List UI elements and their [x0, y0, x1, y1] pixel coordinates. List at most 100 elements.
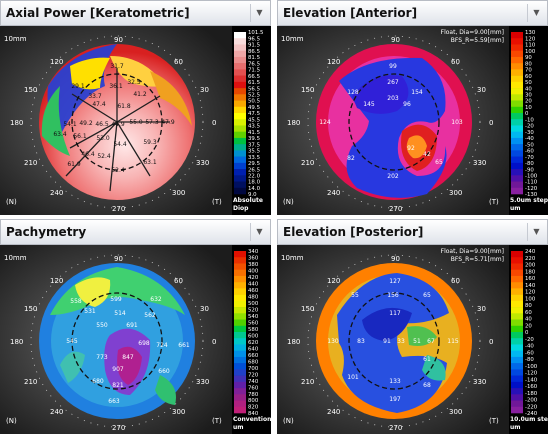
angle-label: 120	[50, 58, 63, 66]
scale-tick-label: 840	[248, 411, 259, 417]
map-value: 61.9	[67, 161, 81, 168]
scale-tick-label: 76.5	[248, 61, 260, 67]
scale-tick-label: 100	[525, 296, 536, 302]
color-swatch	[234, 144, 246, 151]
color-swatch	[511, 144, 523, 151]
scale-tick-label: 540	[248, 314, 259, 320]
color-swatch	[511, 388, 523, 395]
color-swatch	[234, 113, 246, 120]
color-swatch	[511, 44, 523, 51]
color-swatch	[234, 94, 246, 101]
scale-tick-label: 96.5	[248, 36, 260, 42]
map-value: 54.4	[113, 141, 127, 148]
panel-title-bar[interactable]: Pachymetry ▼	[0, 219, 271, 245]
corner-right-label: (T)	[212, 417, 222, 425]
angle-label: 240	[327, 408, 340, 416]
chevron-down-icon[interactable]: ▼	[250, 4, 268, 22]
map-value: 33	[397, 338, 405, 345]
scale-tick-label: 101.5	[248, 30, 263, 36]
color-swatch	[234, 394, 246, 401]
scale-tick-label: 60	[525, 74, 532, 80]
angle-label: 0	[212, 338, 216, 346]
panel-title-bar[interactable]: Axial Power [Keratometric] ▼	[0, 0, 271, 26]
scale-tick-label: 50.5	[248, 99, 260, 105]
color-swatch	[234, 56, 246, 64]
scale-tick-label: 460	[248, 288, 259, 294]
scale-tick-label: 580	[248, 327, 259, 333]
map-value: 907	[112, 366, 124, 373]
map-value: 56.1	[73, 133, 87, 140]
color-swatch	[234, 81, 246, 89]
scale-tick-label: -100	[525, 364, 538, 370]
scale-tick-label: -120	[525, 186, 538, 192]
color-swatch	[234, 369, 246, 376]
topography-view[interactable]: 10mm 90 60 30 0 330 300 270 240 210 180 …	[0, 245, 271, 434]
map-value: 558	[70, 298, 82, 305]
scale-tick-label: 740	[248, 379, 259, 385]
angle-label: 90	[391, 255, 400, 263]
map-value: 54.1	[63, 121, 77, 128]
topography-view[interactable]: 10mm 90 60 30 0 330 300 270 240 210 180 …	[0, 26, 271, 215]
map-value: 61	[423, 356, 431, 363]
angle-label: 210	[24, 378, 37, 386]
color-swatch	[511, 156, 523, 164]
map-value: 773	[96, 354, 108, 361]
scale-unit-label: 10.0um step	[510, 416, 548, 423]
color-swatch	[234, 106, 246, 114]
corner-right-label: (T)	[212, 198, 222, 206]
scale-tick-label: 41.5	[248, 130, 260, 136]
scale-tick-label: 91.5	[248, 43, 260, 49]
map-values: 99 267 128 203 154 145 96 124 103 82 92 42 65 202	[319, 63, 463, 180]
panel-title-bar[interactable]: Elevation [Posterior] ▼	[277, 219, 548, 245]
scale-tick-label: -20	[525, 124, 534, 130]
scale-tick-label: 180	[525, 269, 536, 275]
map-value: 154	[411, 89, 423, 96]
color-swatch	[511, 125, 523, 132]
scale-tick-label: 81.5	[248, 55, 260, 61]
scale-tick-label: 820	[248, 405, 259, 411]
map-value: 680	[92, 378, 104, 385]
scale-tick-label: 120	[525, 290, 536, 296]
map-value: 83	[357, 338, 365, 345]
color-swatch	[234, 38, 246, 45]
map-value: 51	[413, 338, 421, 345]
scale-tick-label: 61.5	[248, 80, 260, 86]
scale-tick-label: -80	[525, 161, 534, 167]
scale-tick-label: 480	[248, 295, 259, 301]
chevron-down-icon[interactable]: ▼	[250, 223, 268, 241]
scale-tick-label: -100	[525, 174, 538, 180]
color-swatch	[234, 269, 246, 277]
color-swatch	[511, 363, 523, 370]
angle-label: 0	[489, 119, 493, 127]
scale-tick-label: 780	[248, 392, 259, 398]
map-values: 558 599 632 531 514 562 550 691 545 698 724 661 773 8…	[66, 296, 190, 405]
color-swatch	[234, 63, 246, 70]
map-value: 128	[347, 89, 359, 96]
scale-tick-label: 29.5	[248, 161, 260, 167]
topography-view[interactable]: 10mm Float, Dia=9.00[mm] BFS_R=5.59[mm] …	[277, 26, 548, 215]
scale-tick-label: 39.5	[248, 136, 260, 142]
topography-view[interactable]: 10mm Float, Dia=9.00[mm] BFS_R=5.71[mm] …	[277, 245, 548, 434]
panel-title: Pachymetry	[6, 225, 87, 239]
color-swatch	[234, 375, 246, 383]
scale-tick-label: -40	[525, 136, 534, 142]
corner-left-label: (N)	[6, 198, 17, 206]
map-value: 63.1	[143, 159, 157, 166]
color-swatch	[234, 325, 246, 333]
map-value: 514	[114, 310, 126, 317]
color-swatch	[234, 44, 246, 51]
ring-ticks	[30, 35, 204, 209]
color-swatch	[234, 75, 246, 83]
chevron-down-icon[interactable]: ▼	[527, 223, 545, 241]
color-swatch	[511, 32, 523, 39]
angle-label: 150	[24, 86, 37, 94]
color-swatch	[234, 332, 246, 339]
panel-title-bar[interactable]: Elevation [Anterior] ▼	[277, 0, 548, 26]
scale-tick-label: 600	[248, 333, 259, 339]
scale-tick-label: 18.0	[248, 180, 261, 186]
scale-tick-label: 110	[525, 43, 536, 49]
map-value: 267	[387, 79, 399, 86]
color-swatch	[511, 63, 523, 70]
chevron-down-icon[interactable]: ▼	[527, 4, 545, 22]
map-value: 99	[389, 63, 397, 70]
